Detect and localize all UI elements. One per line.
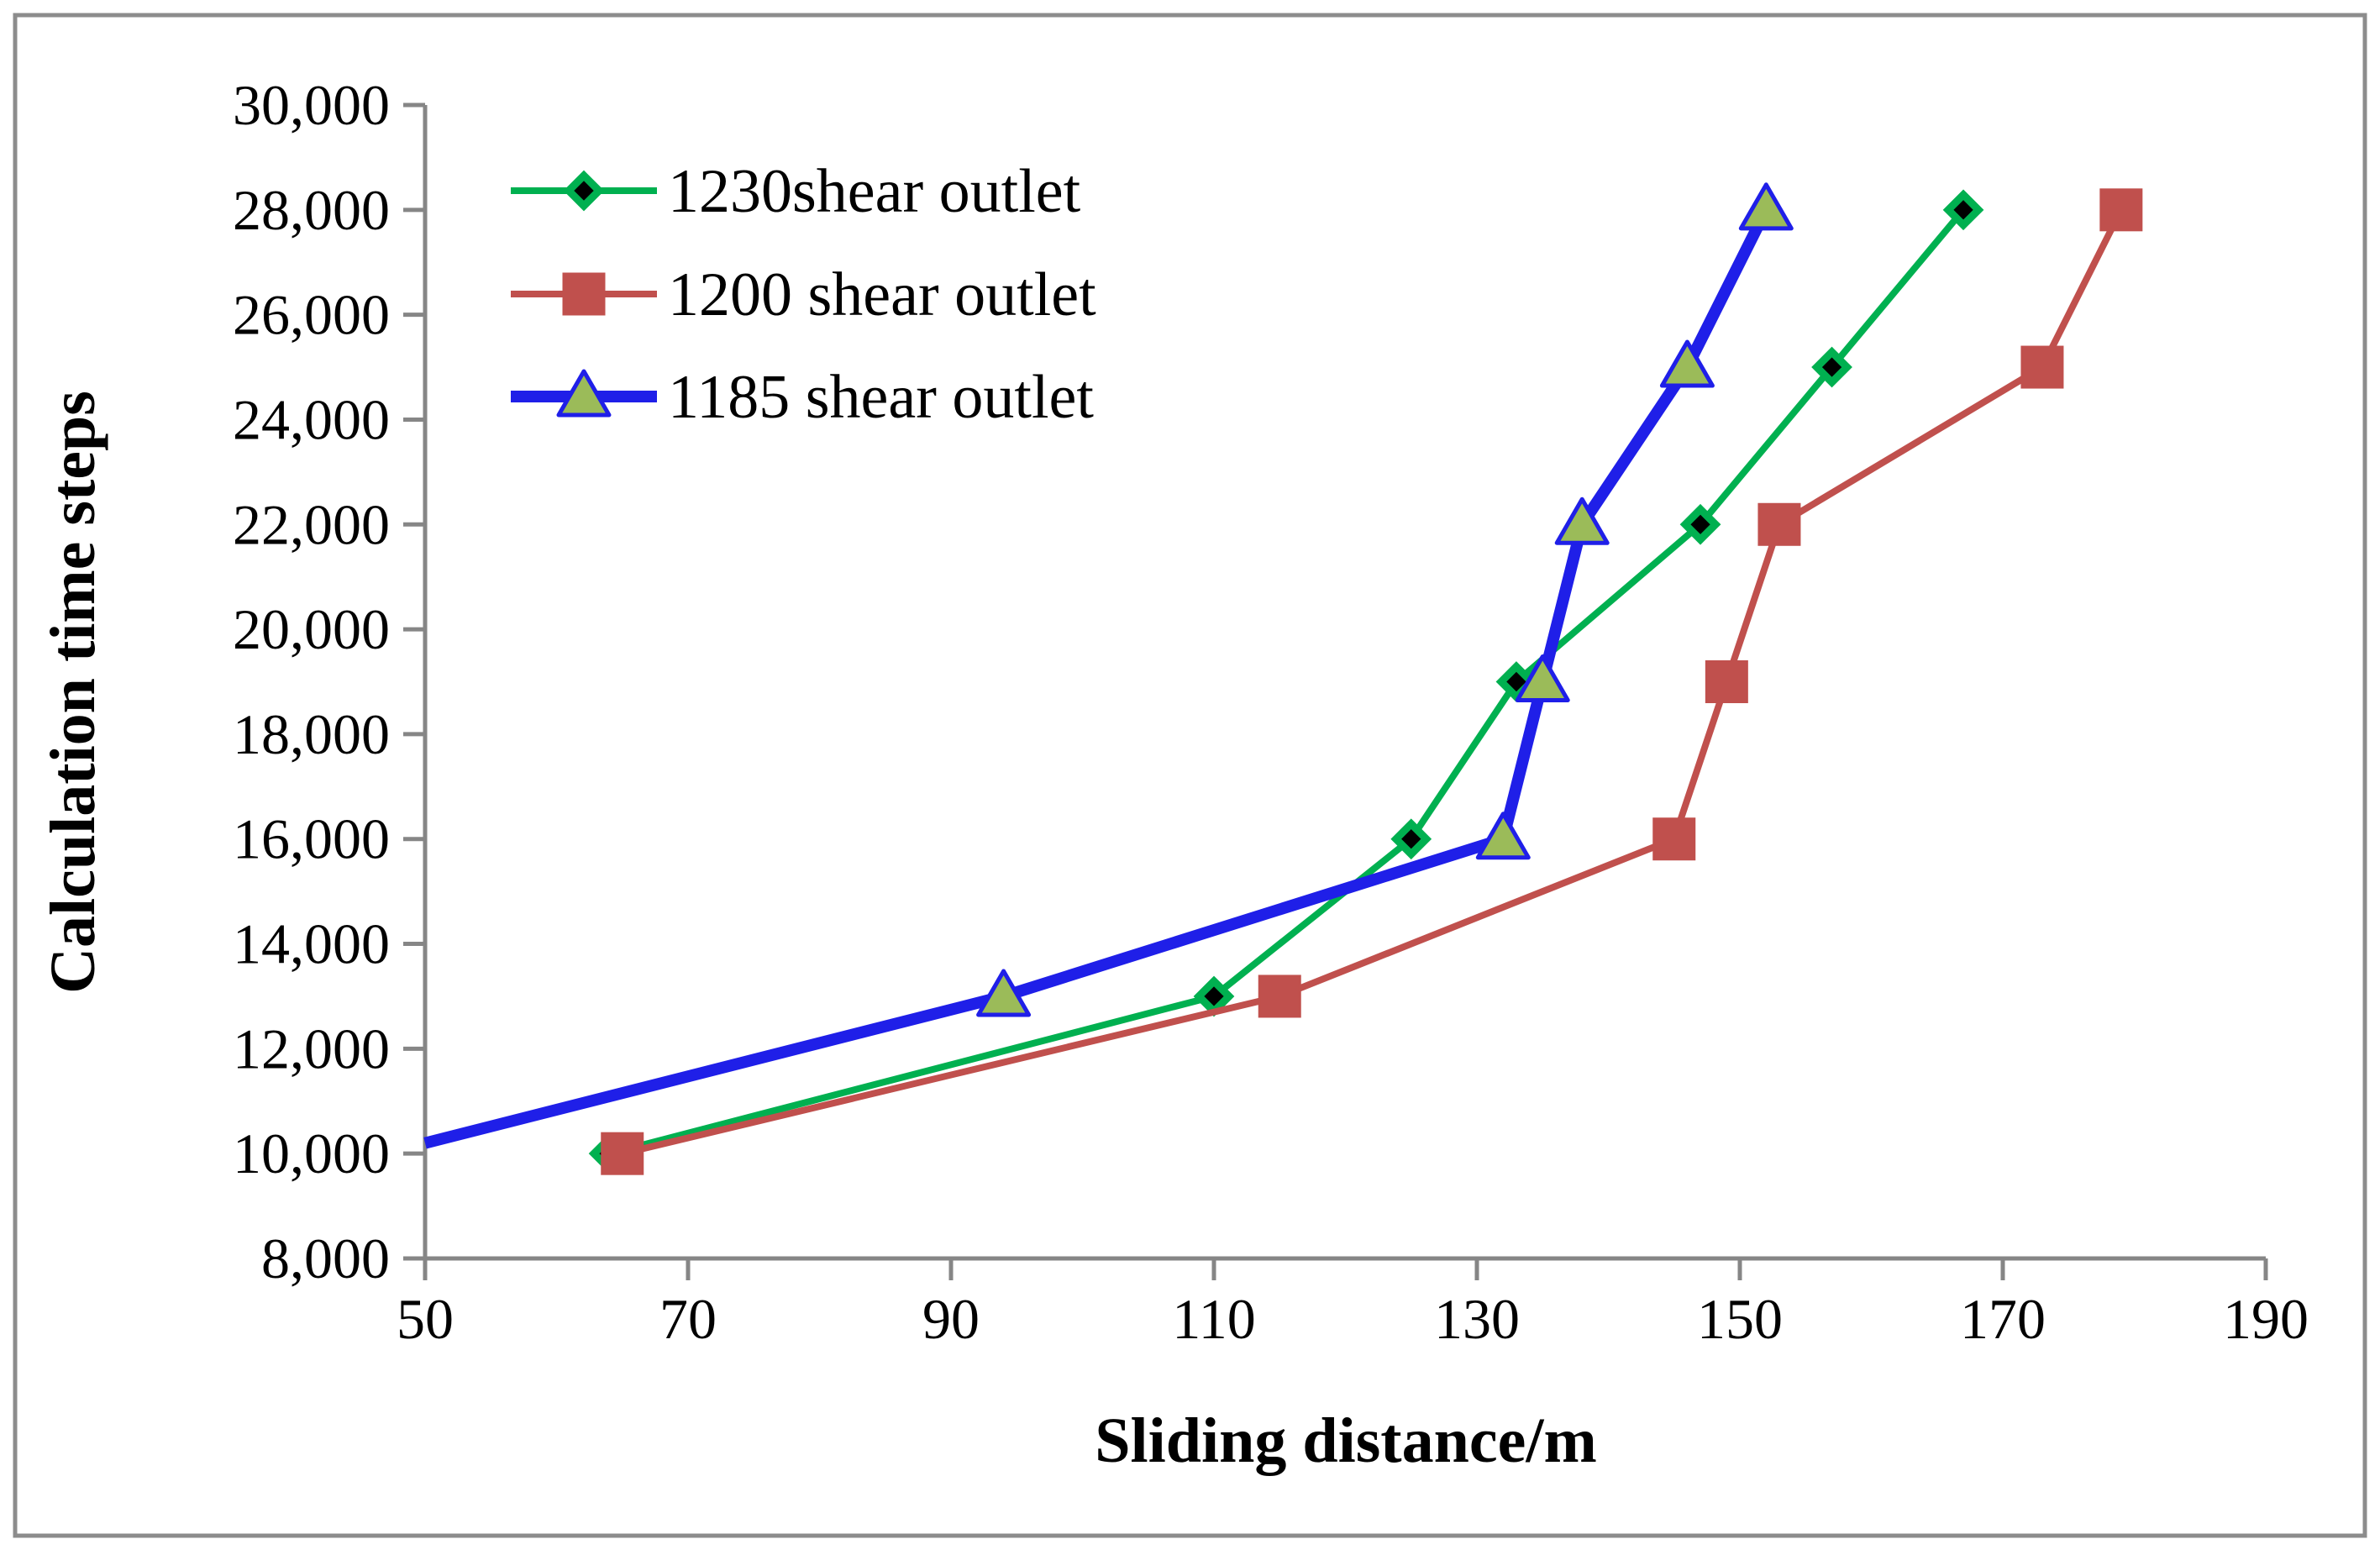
data-point [1390, 818, 1432, 860]
data-point [1705, 660, 1748, 703]
legend-label: 1230shear outlet [668, 157, 1081, 226]
legend: 1230shear outlet 1200 shear outlet 1185 sh… [511, 157, 1096, 432]
legend-marker [562, 272, 606, 316]
data-point [1942, 189, 1984, 231]
data-point [1258, 975, 1301, 1018]
y-tick-label: 12,000 [233, 1017, 390, 1080]
legend-label: 1185 shear outlet [668, 363, 1094, 432]
x-tick-label: 70 [659, 1287, 717, 1351]
x-axis-title: Sliding distance/m [1095, 1405, 1597, 1476]
x-tick-label: 50 [397, 1287, 454, 1351]
x-tick-label: 90 [922, 1287, 980, 1351]
data-point [1554, 496, 1610, 545]
y-tick-label: 18,000 [233, 702, 390, 766]
y-tick-label: 30,000 [233, 73, 390, 137]
data-point [1515, 654, 1570, 702]
data-point [1652, 817, 1696, 861]
data-point [1659, 339, 1715, 388]
y-tick-label: 24,000 [233, 387, 390, 451]
data-point [601, 1132, 644, 1175]
series-1 [601, 188, 2143, 1175]
x-tick-label: 190 [2223, 1287, 2309, 1351]
data-point [1738, 182, 1794, 231]
y-tick-label: 28,000 [233, 178, 390, 242]
series-2 [423, 182, 1794, 1149]
y-tick-label: 10,000 [233, 1122, 390, 1185]
y-tick-label: 16,000 [233, 807, 390, 871]
data-point [976, 969, 1032, 1017]
x-tick-label: 150 [1697, 1287, 1783, 1351]
chart-frame [13, 13, 2367, 1538]
data-point [1811, 346, 1852, 388]
series-layer [423, 182, 2143, 1175]
legend-label: 1200 shear outlet [668, 260, 1096, 329]
legend-marker [556, 369, 612, 418]
data-point [2020, 345, 2064, 389]
y-axis-title: Calculation time steps [38, 391, 108, 994]
x-tick-label: 130 [1434, 1287, 1520, 1351]
y-tick-label: 26,000 [233, 283, 390, 347]
axes: 8,000 10,000 12,000 14,000 16,000 18,000 20,00… [233, 73, 2309, 1351]
y-tick-label: 22,000 [233, 492, 390, 556]
y-tick-label: 20,000 [233, 597, 390, 661]
data-point [2099, 188, 2143, 232]
x-tick-label: 110 [1172, 1287, 1255, 1351]
y-tick-label: 8,000 [261, 1227, 390, 1290]
data-point [1679, 503, 1721, 545]
y-tick-label: 14,000 [233, 912, 390, 976]
data-point [1475, 812, 1531, 860]
data-point [1757, 502, 1801, 546]
x-tick-label: 170 [1960, 1287, 2046, 1351]
legend-marker [563, 170, 605, 212]
